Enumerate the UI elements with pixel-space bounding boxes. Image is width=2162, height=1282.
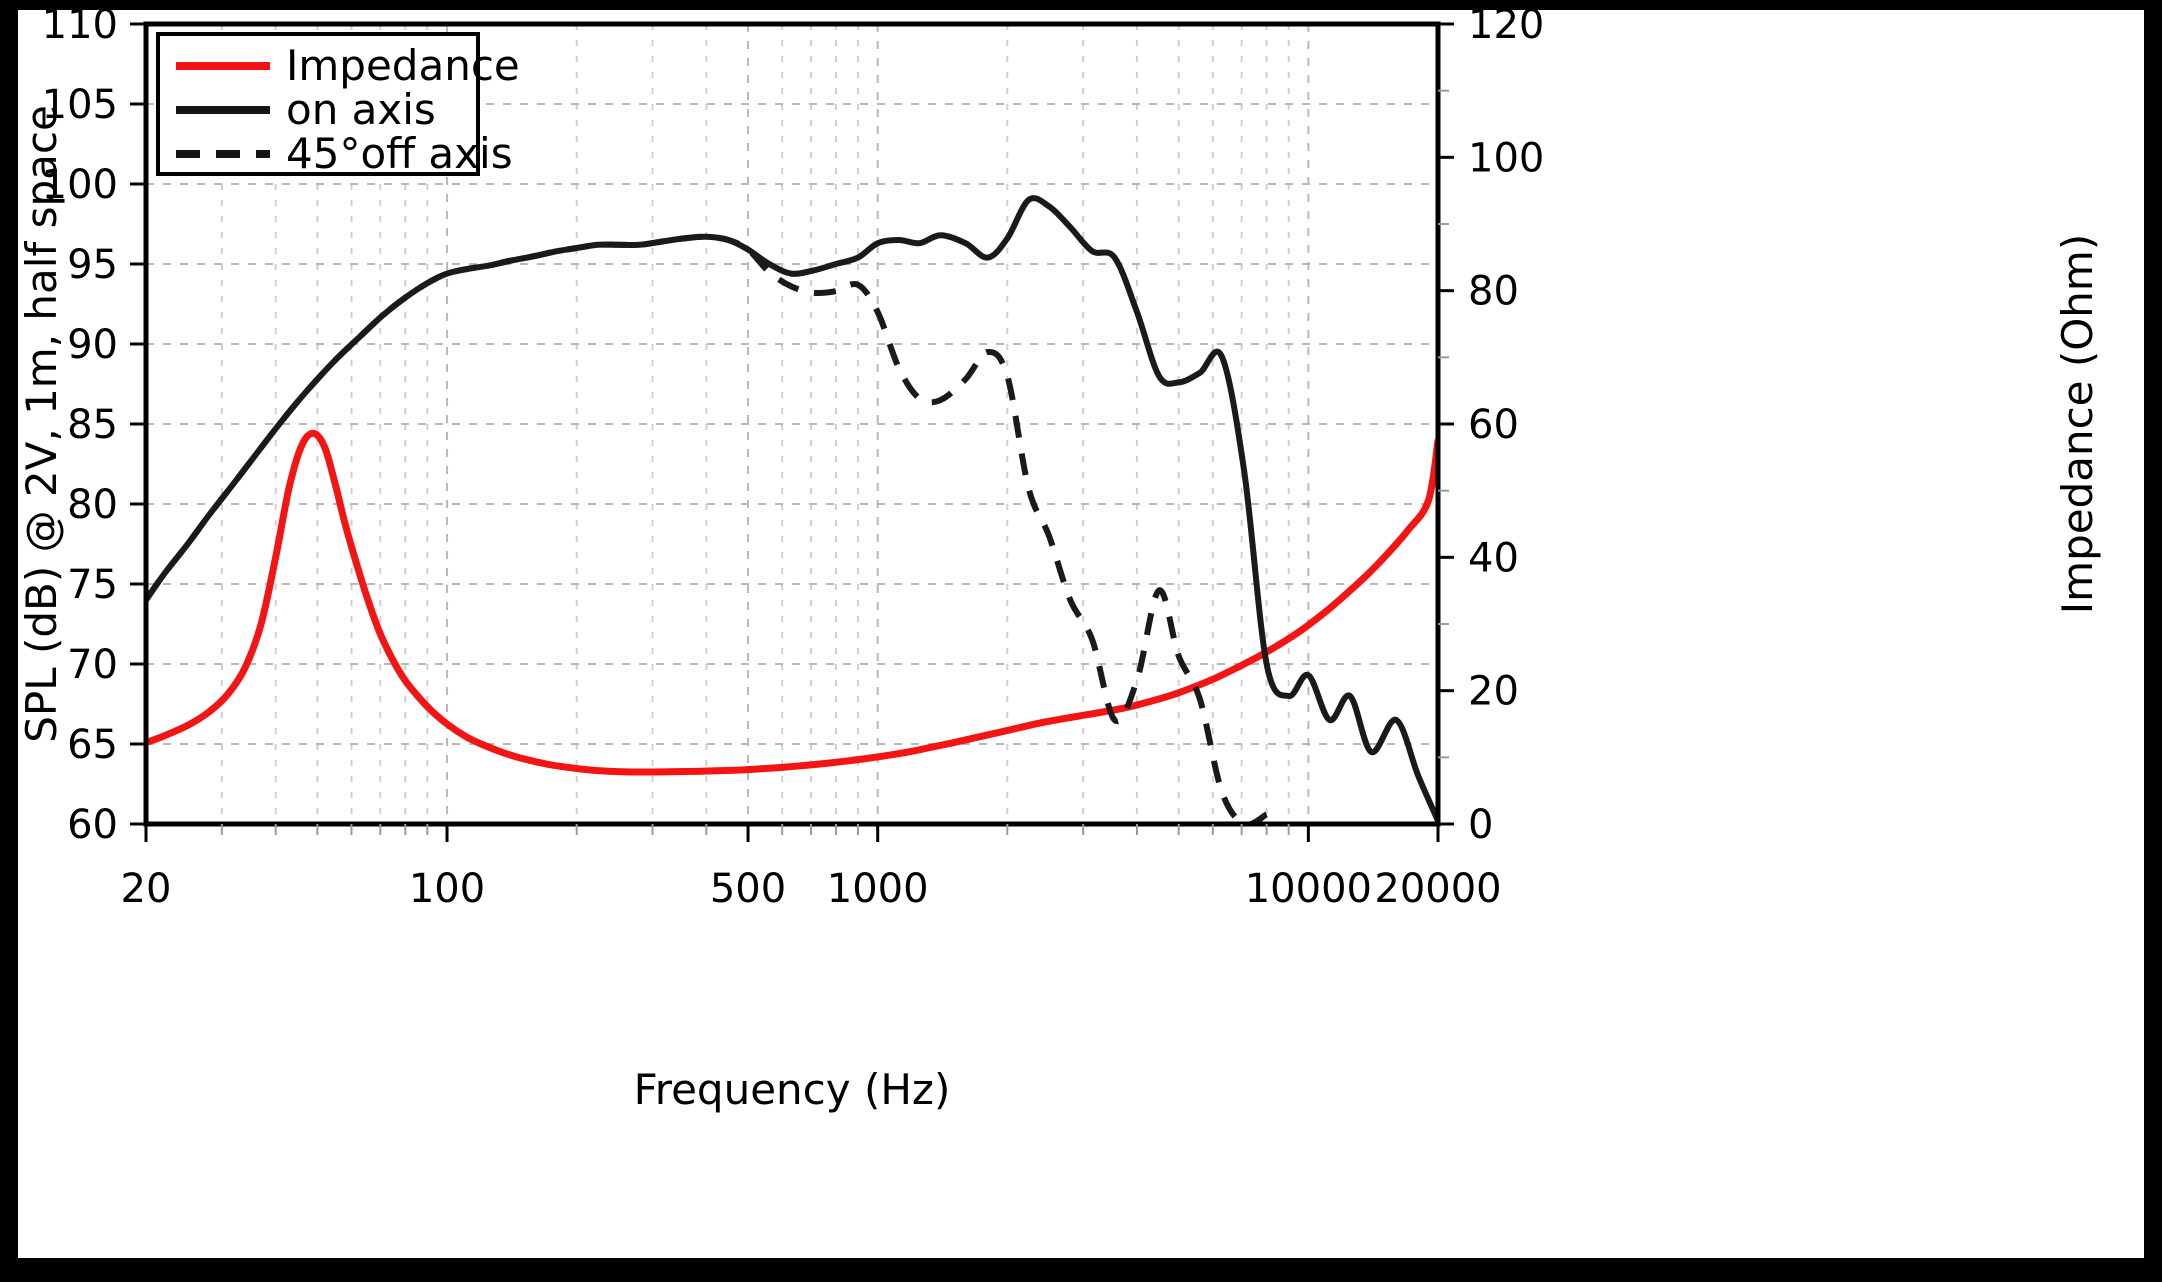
x-tick-label: 100 — [409, 866, 485, 912]
series-layer — [146, 195, 1438, 824]
y-left-tick-label: 65 — [67, 722, 118, 768]
y-right-tick-label: 100 — [1468, 135, 1544, 181]
y-left-tick-label: 60 — [67, 802, 118, 848]
y-left-tick-label: 70 — [67, 642, 118, 688]
y-left-tick-label: 105 — [42, 82, 118, 128]
x-tick-label: 20 — [121, 866, 172, 912]
x-axis-title: Frequency (Hz) — [634, 1065, 951, 1114]
grid-layer — [145, 23, 1439, 825]
legend-label-on-axis: on axis — [286, 85, 436, 134]
y-left-tick-label: 90 — [67, 322, 118, 368]
ticks-layer — [130, 22, 1454, 842]
y-left-tick-label: 100 — [42, 162, 118, 208]
chart-svg: 20 100 500 1000 10000 20000606570758085909510… — [18, 10, 2102, 1114]
x-tick-label: 500 — [710, 866, 786, 912]
y-right-tick-label: 0 — [1468, 802, 1493, 848]
y-right-tick-label: 20 — [1468, 669, 1519, 715]
tick-labels-layer: 20 100 500 1000 10000 20000606570758085909510… — [42, 10, 1545, 912]
series-line-impedance — [146, 429, 1438, 776]
x-tick-label: 20000 — [1374, 866, 1501, 912]
legend-label-off-axis: 45°off axis — [286, 129, 513, 178]
y-left-tick-label: 110 — [42, 10, 118, 48]
y-left-tick-label: 80 — [67, 482, 118, 528]
y-left-tick-label: 95 — [67, 242, 118, 288]
y-right-tick-label: 60 — [1468, 402, 1519, 448]
legend-label-impedance: Impedance — [286, 41, 520, 90]
chart-legend: Impedance on axis 45°off axis — [156, 32, 520, 178]
y-right-tick-label: 120 — [1468, 10, 1544, 48]
x-tick-label: 1000 — [827, 866, 929, 912]
x-tick-label: 10000 — [1245, 866, 1372, 912]
y-left-tick-label: 75 — [67, 562, 118, 608]
series-line-on-axis — [146, 195, 1438, 824]
y-right-tick-label: 40 — [1468, 535, 1519, 581]
y-right-tick-label: 80 — [1468, 269, 1519, 315]
y-left-tick-label: 85 — [67, 402, 118, 448]
y-axis-left-title: SPL (dB) @ 2V, 1m, half space — [18, 105, 66, 743]
plot-canvas: 20 100 500 1000 10000 20000 60 65 70 75 80 85 90 95 10… — [18, 10, 2144, 1258]
y-axis-right-title: Impedance (Ohm) — [2053, 234, 2102, 614]
legend-background — [156, 32, 480, 176]
